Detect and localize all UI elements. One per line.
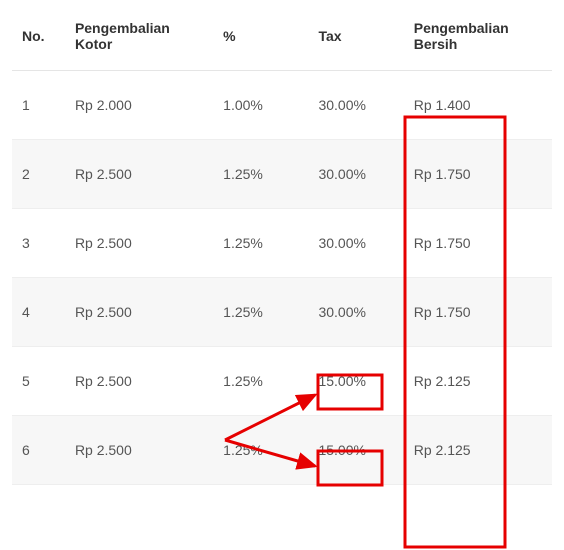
cell-tax: 30.00% — [308, 209, 403, 278]
cell-tax: 15.00% — [308, 416, 403, 485]
cell-pct: 1.25% — [213, 278, 308, 347]
cell-pct: 1.25% — [213, 140, 308, 209]
col-header-no: No. — [12, 0, 65, 71]
table-row: 2 Rp 2.500 1.25% 30.00% Rp 1.750 — [12, 140, 552, 209]
content-area: No. Pengembalian Kotor % Tax Pengembalia… — [0, 0, 564, 545]
cell-gross: Rp 2.000 — [65, 71, 213, 140]
cell-gross: Rp 2.500 — [65, 278, 213, 347]
cell-net: Rp 1.400 — [404, 71, 552, 140]
col-header-net: Pengembalian Bersih — [404, 0, 552, 71]
cell-pct: 1.25% — [213, 347, 308, 416]
cell-gross: Rp 2.500 — [65, 416, 213, 485]
col-header-gross: Pengembalian Kotor — [65, 0, 213, 71]
cell-net: Rp 1.750 — [404, 278, 552, 347]
cell-no: 3 — [12, 209, 65, 278]
cell-pct: 1.25% — [213, 416, 308, 485]
cell-pct: 1.00% — [213, 71, 308, 140]
cell-net: Rp 2.125 — [404, 416, 552, 485]
cell-tax: 30.00% — [308, 140, 403, 209]
cell-no: 2 — [12, 140, 65, 209]
table-row: 6 Rp 2.500 1.25% 15.00% Rp 2.125 — [12, 416, 552, 485]
table-row: 4 Rp 2.500 1.25% 30.00% Rp 1.750 — [12, 278, 552, 347]
cell-gross: Rp 2.500 — [65, 140, 213, 209]
cell-tax: 15.00% — [308, 347, 403, 416]
cell-no: 4 — [12, 278, 65, 347]
returns-table: No. Pengembalian Kotor % Tax Pengembalia… — [12, 0, 552, 485]
table-row: 5 Rp 2.500 1.25% 15.00% Rp 2.125 — [12, 347, 552, 416]
cell-no: 6 — [12, 416, 65, 485]
cell-net: Rp 1.750 — [404, 209, 552, 278]
col-header-pct: % — [213, 0, 308, 71]
cell-net: Rp 1.750 — [404, 140, 552, 209]
table-header-row: No. Pengembalian Kotor % Tax Pengembalia… — [12, 0, 552, 71]
table-row: 1 Rp 2.000 1.00% 30.00% Rp 1.400 — [12, 71, 552, 140]
cell-no: 5 — [12, 347, 65, 416]
cell-tax: 30.00% — [308, 71, 403, 140]
cell-pct: 1.25% — [213, 209, 308, 278]
col-header-tax: Tax — [308, 0, 403, 71]
cell-net: Rp 2.125 — [404, 347, 552, 416]
cell-gross: Rp 2.500 — [65, 347, 213, 416]
cell-no: 1 — [12, 71, 65, 140]
table-row: 3 Rp 2.500 1.25% 30.00% Rp 1.750 — [12, 209, 552, 278]
cell-tax: 30.00% — [308, 278, 403, 347]
scroll-viewport[interactable]: No. Pengembalian Kotor % Tax Pengembalia… — [0, 0, 564, 550]
cell-gross: Rp 2.500 — [65, 209, 213, 278]
